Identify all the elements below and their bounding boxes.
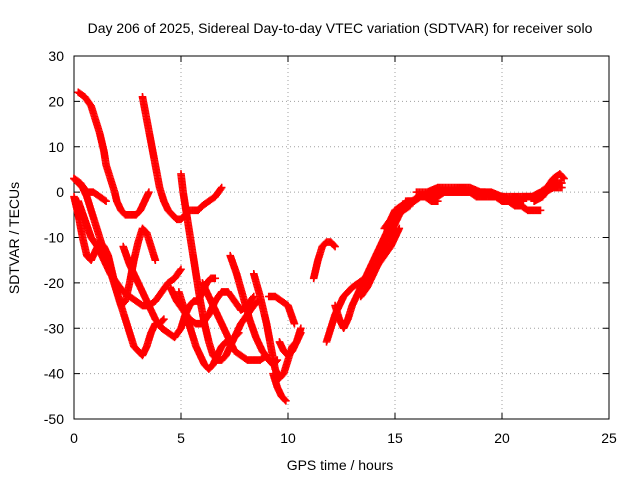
data-point [234, 328, 243, 337]
data-point [560, 174, 568, 183]
series-arc-23 [412, 183, 566, 201]
x-tick-label: 5 [177, 430, 185, 446]
data-point [102, 197, 110, 205]
data-point [159, 316, 167, 325]
data-point [160, 315, 168, 323]
y-tick-label: -10 [44, 230, 64, 246]
y-tick-label: -50 [44, 411, 64, 427]
y-tick-label: -40 [44, 366, 64, 382]
data-point [536, 206, 545, 215]
y-axis-label: SDTVAR / TECUs [6, 182, 22, 294]
y-tick-label: 0 [56, 184, 64, 200]
series-arc-2 [138, 93, 226, 224]
axis-ticks: 0 5 10 15 20 25 -50 -40 -30 -20 -10 0 10 20 30 [44, 48, 617, 446]
series-arc-19 [331, 201, 414, 333]
data-point [290, 319, 299, 328]
data-point [280, 395, 289, 404]
data-point [559, 173, 567, 182]
data-point [217, 183, 226, 192]
data-point [233, 330, 242, 338]
series-arc-10 [175, 288, 243, 373]
grid [74, 56, 609, 419]
series-arc-14 [264, 292, 299, 328]
series-arc-25 [530, 179, 566, 205]
x-tick-label: 20 [494, 430, 510, 446]
x-tick-label: 10 [280, 430, 296, 446]
series-arc-6 [70, 174, 110, 205]
data-point [395, 224, 404, 233]
data-point [145, 188, 153, 196]
series-arc-12 [226, 251, 282, 369]
series-arc-13 [249, 270, 305, 382]
series-arc-17 [309, 238, 339, 283]
y-tick-label: -20 [44, 275, 64, 291]
chart-title: Day 206 of 2025, Sidereal Day-to-day VTE… [88, 20, 593, 36]
data-point [249, 292, 258, 301]
data-point [558, 179, 566, 187]
data-point [282, 397, 290, 405]
data-point [297, 324, 305, 333]
series-arc-15 [269, 369, 290, 405]
x-tick-label: 0 [70, 430, 78, 446]
data-points [70, 88, 568, 405]
y-tick-label: 30 [48, 48, 64, 64]
data-point [331, 242, 339, 251]
x-tick-label: 15 [387, 430, 403, 446]
data-point [151, 256, 160, 264]
data-point [330, 241, 338, 250]
x-tick-label: 25 [601, 430, 617, 446]
y-tick-label: 10 [48, 139, 64, 155]
y-tick-label: 20 [48, 93, 64, 109]
y-tick-label: -30 [44, 320, 64, 336]
series-arc-16 [275, 324, 305, 360]
x-axis-label: GPS time / hours [287, 457, 394, 473]
series-arc-1 [74, 88, 153, 219]
data-point [211, 274, 220, 283]
data-point [177, 265, 185, 274]
